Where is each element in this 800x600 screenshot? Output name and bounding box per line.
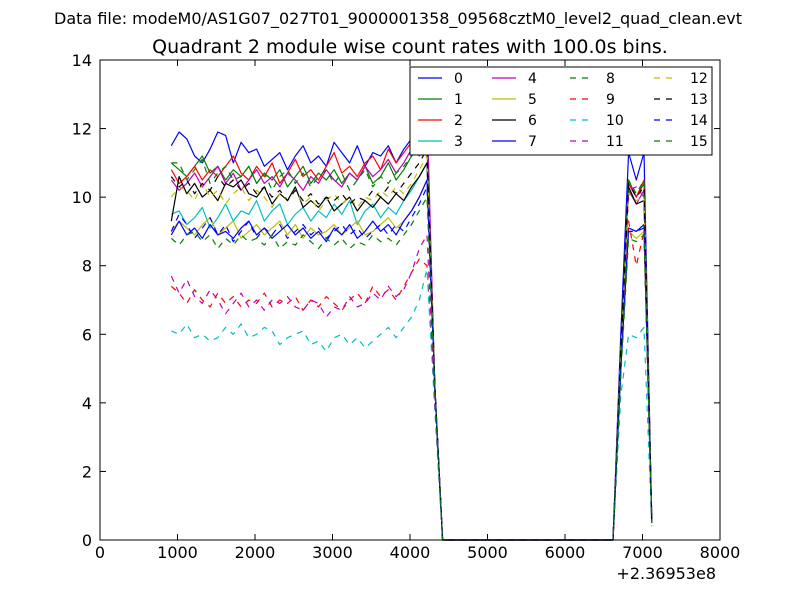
legend-label-15: 15 bbox=[690, 134, 708, 150]
suptitle: Data file: modeM0/AS1G07_027T01_90000013… bbox=[54, 9, 742, 29]
series-line-8 bbox=[171, 141, 653, 541]
y-tick-label: 14 bbox=[72, 51, 92, 70]
y-tick-label: 8 bbox=[82, 257, 92, 276]
legend-label-12: 12 bbox=[690, 71, 708, 87]
legend-label-11: 11 bbox=[606, 134, 624, 150]
x-tick-label: 4000 bbox=[390, 543, 431, 562]
series-line-9 bbox=[170, 220, 653, 541]
y-tick-label: 12 bbox=[72, 120, 92, 139]
y-tick-label: 0 bbox=[82, 531, 92, 550]
legend-label-14: 14 bbox=[690, 113, 708, 129]
legend-label-4: 4 bbox=[528, 71, 537, 87]
x-tick-label: 6000 bbox=[545, 543, 586, 562]
x-tick-label: 1000 bbox=[157, 543, 198, 562]
x-tick-label: 2000 bbox=[235, 543, 276, 562]
y-tick-label: 6 bbox=[82, 325, 92, 344]
legend-label-0: 0 bbox=[454, 71, 463, 87]
legend-box bbox=[409, 66, 713, 156]
legend-label-13: 13 bbox=[690, 92, 708, 108]
legend-label-9: 9 bbox=[606, 92, 615, 108]
tick-layer: 0 1000 2000 3000 4000 5000 6000 7000 80000246810… bbox=[72, 51, 741, 562]
x-offset-label: +2.36953e8 bbox=[616, 564, 716, 583]
legend-label-6: 6 bbox=[528, 113, 537, 129]
x-tick-label: 8000 bbox=[700, 543, 741, 562]
y-tick-label: 4 bbox=[82, 394, 92, 413]
y-tick-label: 10 bbox=[72, 188, 92, 207]
x-tick-label: 3000 bbox=[312, 543, 353, 562]
x-tick-label: 0 bbox=[95, 543, 105, 562]
legend-label-7: 7 bbox=[528, 134, 537, 150]
legend-label-8: 8 bbox=[606, 71, 615, 87]
legend-label-2: 2 bbox=[454, 113, 463, 129]
legend-label-5: 5 bbox=[528, 92, 537, 108]
x-tick-label: 5000 bbox=[467, 543, 508, 562]
x-tick-label: 7000 bbox=[622, 543, 663, 562]
plot-area: 0 1000 2000 3000 4000 5000 6000 7000 80000246810… bbox=[72, 51, 741, 583]
y-tick-label: 2 bbox=[82, 462, 92, 481]
legend-label-3: 3 bbox=[454, 134, 463, 150]
legend-label-10: 10 bbox=[606, 113, 624, 129]
legend-label-1: 1 bbox=[454, 92, 463, 108]
chart-title: Quadrant 2 module wise count rates with … bbox=[152, 36, 668, 58]
